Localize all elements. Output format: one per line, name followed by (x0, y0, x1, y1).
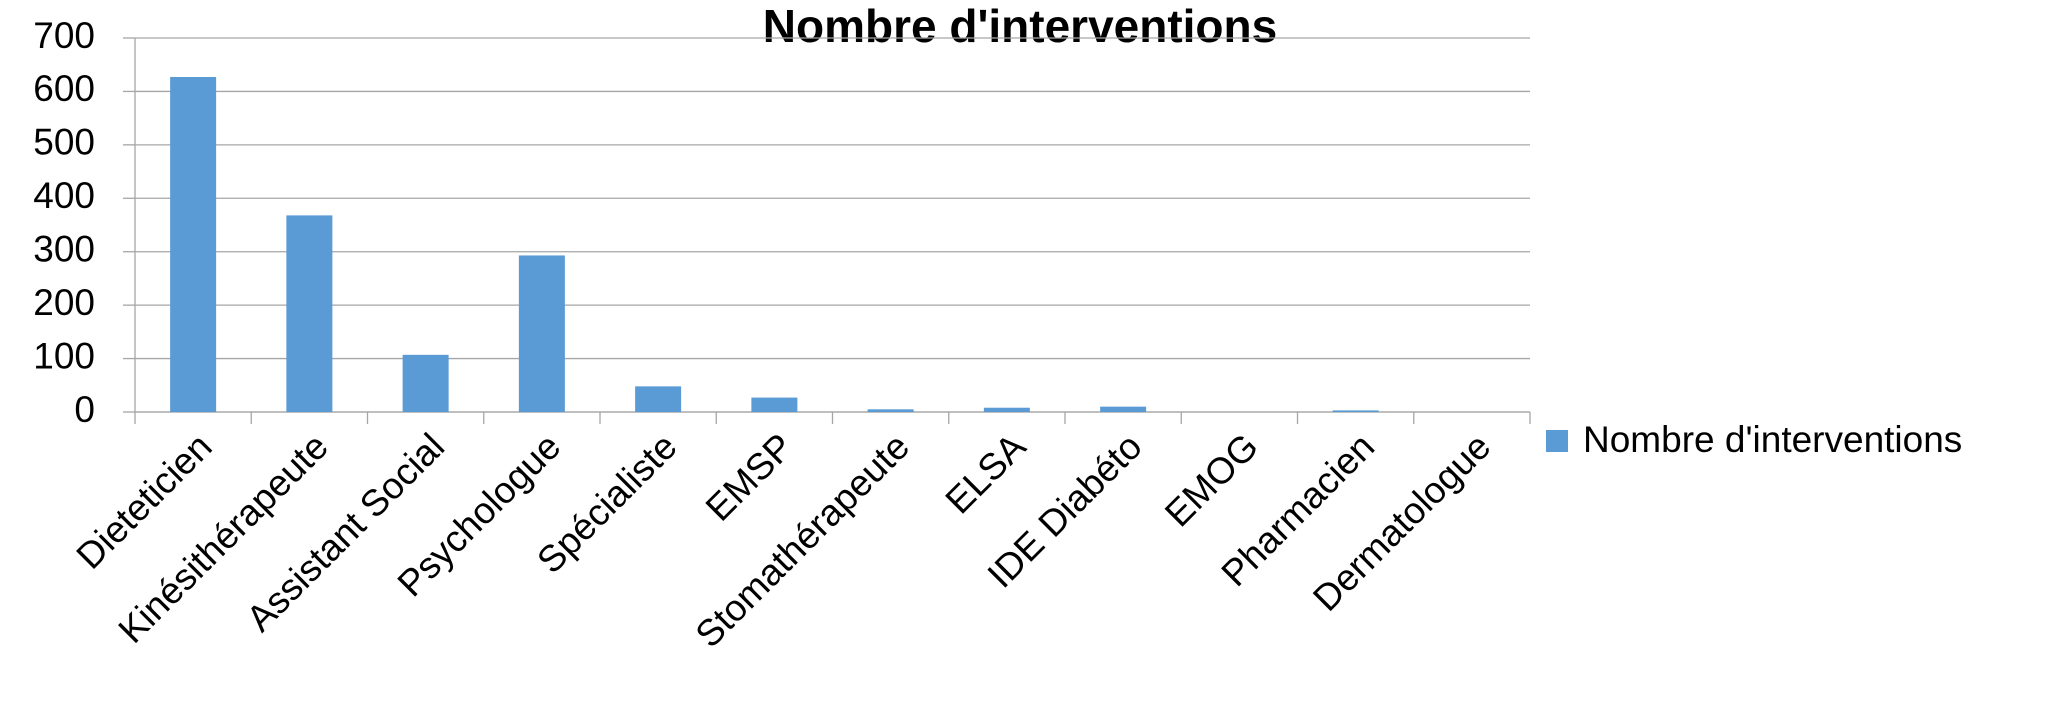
legend-label: Nombre d'interventions (1583, 419, 1962, 460)
y-tick-label: 0 (74, 389, 95, 430)
x-tick-label: EMSP (698, 426, 801, 529)
bar (518, 255, 565, 412)
chart-title: Nombre d'interventions (763, 0, 1277, 52)
bar (635, 386, 682, 412)
bar (983, 407, 1030, 412)
y-tick-label: 500 (33, 122, 95, 163)
x-tick-label: EMOG (1157, 426, 1266, 535)
bar (1332, 410, 1379, 412)
bar (867, 409, 914, 412)
y-tick-label: 300 (33, 228, 95, 269)
bar (170, 77, 217, 412)
bar (1100, 406, 1147, 412)
y-tick-label: 600 (33, 68, 95, 109)
bar (286, 215, 333, 412)
x-tick-label: Kinésithérapeute (111, 426, 336, 651)
bar (402, 354, 449, 412)
y-tick-label: 400 (33, 175, 95, 216)
x-tick-label: ELSA (938, 425, 1034, 521)
y-tick-label: 700 (33, 15, 95, 56)
y-tick-label: 200 (33, 282, 95, 323)
y-tick-label: 100 (33, 335, 95, 376)
legend-swatch (1546, 430, 1568, 452)
bar (751, 397, 798, 412)
x-tick-label: Stomathérapeute (687, 426, 917, 656)
x-tick-label: Assistant Social (239, 426, 453, 640)
